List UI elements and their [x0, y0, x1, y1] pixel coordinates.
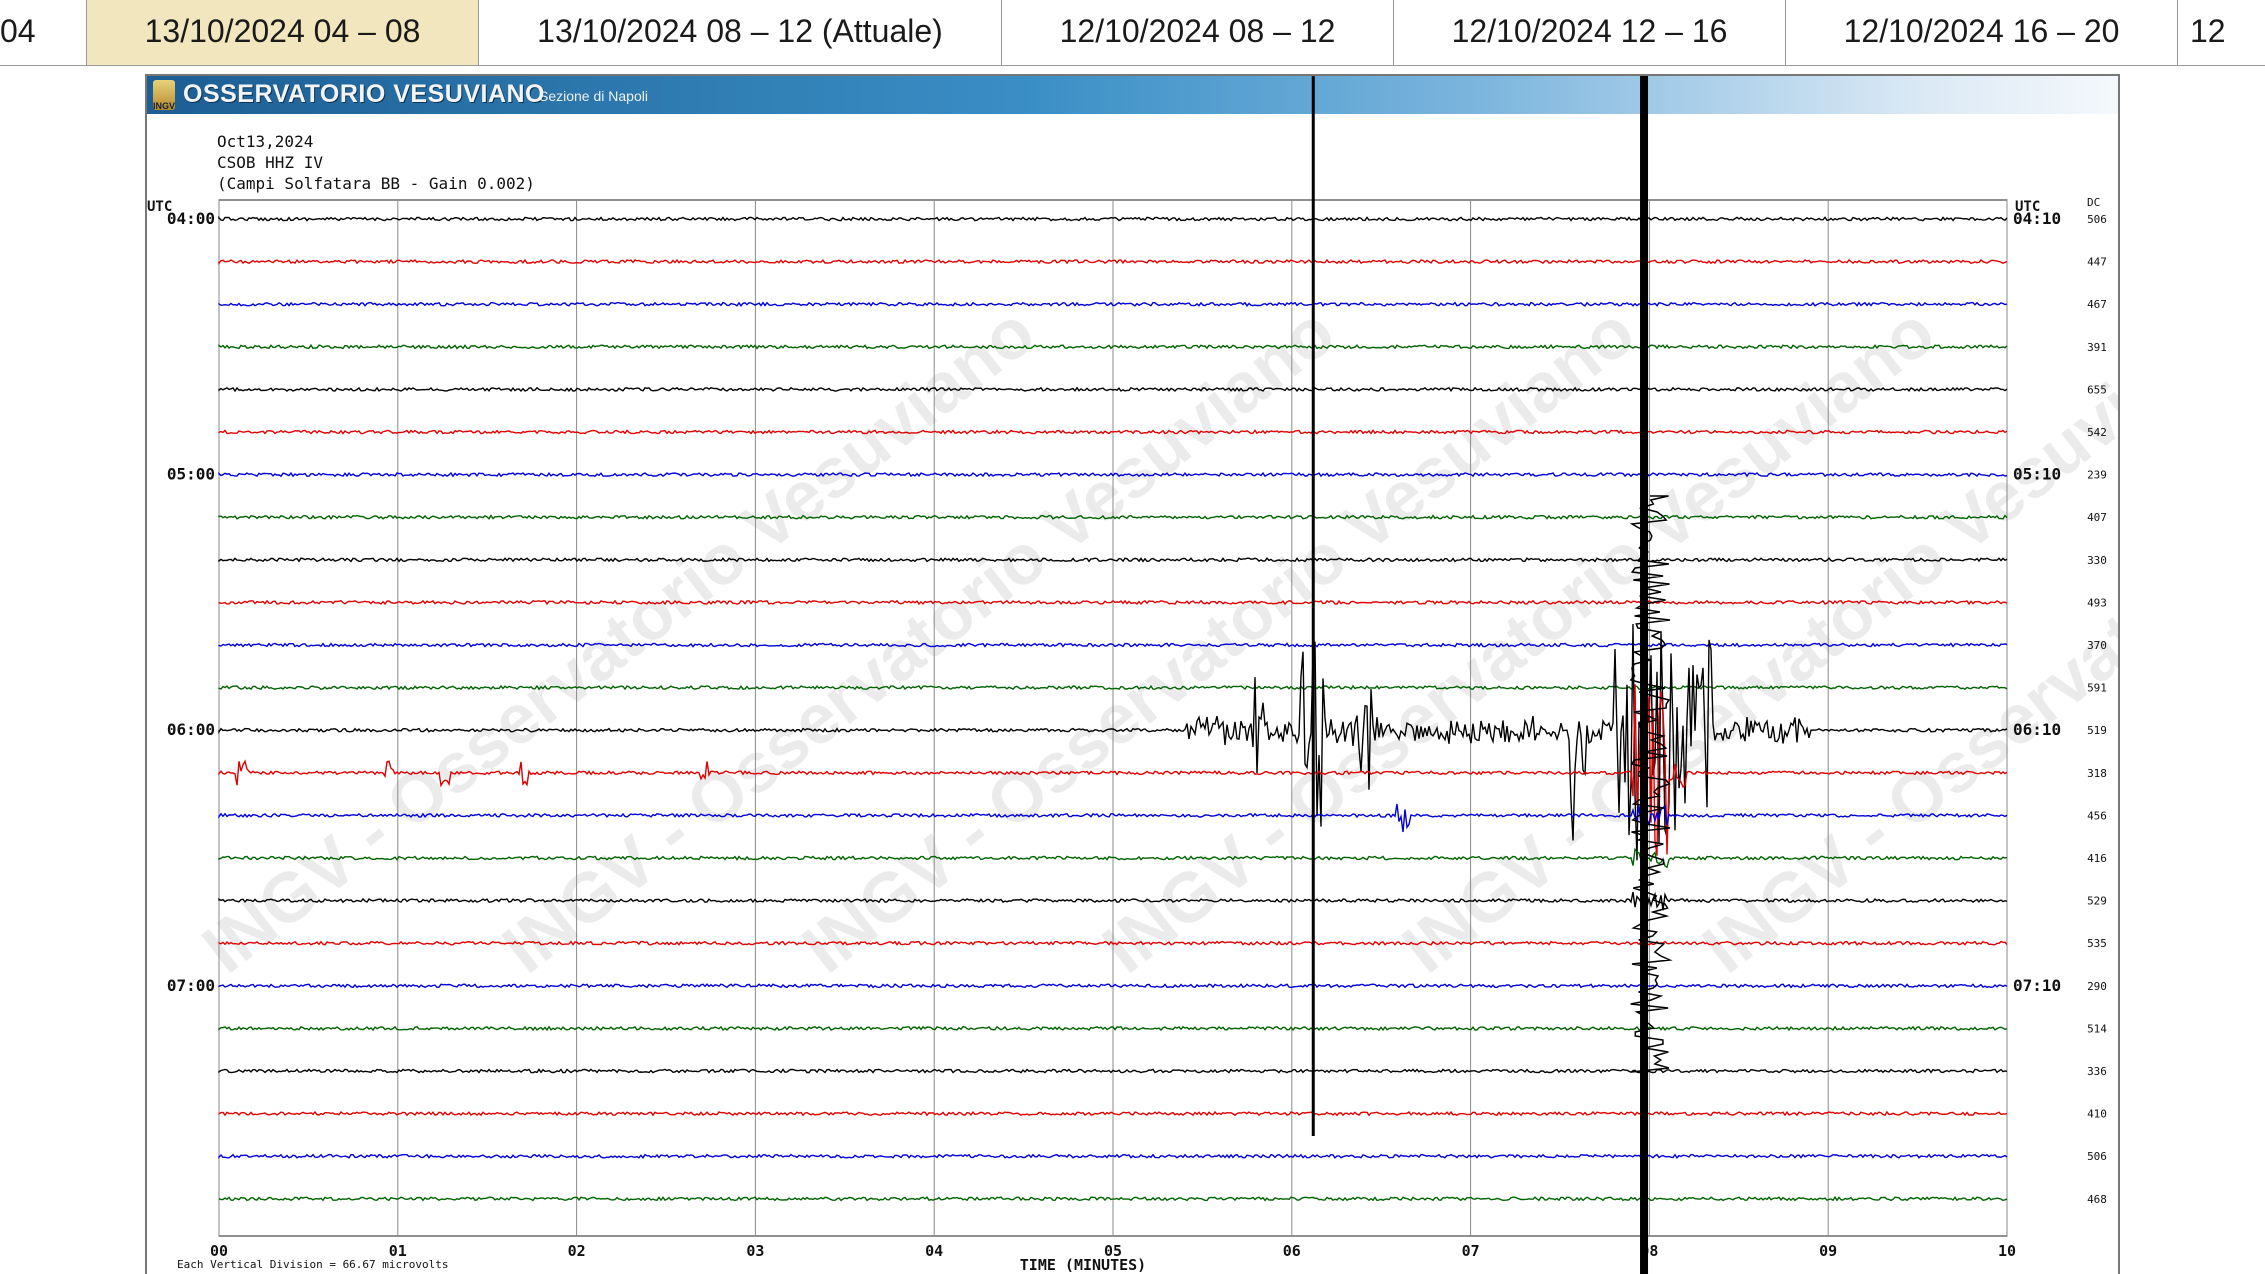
minute-tick-label: 06 [1283, 1242, 1301, 1260]
right-time-label: 05:10 [2013, 465, 2061, 484]
seismic-trace [218, 684, 2008, 856]
minute-tick-label: 01 [389, 1242, 407, 1260]
seismic-trace [218, 599, 2008, 606]
dc-value: 535 [2087, 937, 2107, 950]
dc-value: 493 [2087, 596, 2107, 609]
seismic-trace [218, 1110, 2008, 1117]
dc-value: 529 [2087, 895, 2107, 908]
minute-tick-label: 09 [1819, 1242, 1837, 1260]
minute-tick-label: 10 [1998, 1242, 2016, 1260]
dc-value: 330 [2087, 554, 2107, 567]
tab-12-10-08-12[interactable]: 12/10/2024 08 – 12 [1002, 0, 1394, 65]
left-time-label: 06:00 [167, 720, 215, 739]
watermark-text: INGV - Osservatorio Vesuviano [1688, 292, 2120, 988]
seismic-trace [218, 471, 2008, 478]
dc-value: 542 [2087, 426, 2107, 439]
tab-partial-left[interactable]: 04 [0, 0, 87, 65]
ingv-logo-icon: INGV [153, 80, 175, 111]
seismic-trace [218, 847, 2008, 869]
banner-subtitle: Sezione di Napoli [539, 88, 648, 104]
dc-value: 519 [2087, 724, 2107, 737]
seismic-trace [218, 215, 2008, 222]
seismic-trace [218, 940, 2008, 946]
station-site: (Campi Solfatara BB - Gain 0.002) [217, 174, 535, 193]
dc-value: 336 [2087, 1065, 2107, 1078]
right-time-label: 04:10 [2013, 209, 2061, 228]
footer-note: Each Vertical Division = 66.67 microvolt… [177, 1258, 449, 1271]
dc-value: 506 [2087, 213, 2107, 226]
left-time-label: 07:00 [167, 976, 215, 995]
dc-value: 410 [2087, 1108, 2107, 1121]
banner-title: OSSERVATORIO VESUVIANO [183, 80, 546, 108]
dc-value: 318 [2087, 767, 2107, 780]
tab-13-10-08-12-current[interactable]: 13/10/2024 08 – 12 (Attuale) [479, 0, 1002, 65]
x-axis-label: TIME (MINUTES) [1020, 1256, 1146, 1274]
tab-partial-right[interactable]: 12 [2190, 13, 2226, 49]
seismic-trace [218, 803, 2008, 833]
seismic-trace [218, 557, 2008, 563]
minute-tick-label: 07 [1462, 1242, 1480, 1260]
seismic-trace [218, 623, 2008, 861]
dc-value: 467 [2087, 298, 2107, 311]
seismic-trace [218, 1068, 2008, 1074]
seismic-trace [218, 386, 2008, 393]
seismic-trace [218, 1025, 2008, 1032]
tab-13-10-04-08[interactable]: 13/10/2024 04 – 08 [87, 0, 479, 65]
right-axis-label: UTC [2015, 199, 2040, 215]
left-axis-label: UTC [147, 199, 172, 215]
seismic-trace [218, 1195, 2008, 1202]
seismic-trace [218, 343, 2008, 350]
dc-value: 447 [2087, 256, 2107, 269]
dc-value: 468 [2087, 1193, 2107, 1206]
event-coda [1629, 495, 1673, 1073]
dc-value: 456 [2087, 809, 2107, 822]
minute-tick-label: 05 [1104, 1242, 1122, 1260]
tab-12-10-16-20[interactable]: 12/10/2024 16 – 20 [1786, 0, 2178, 65]
dc-value: 391 [2087, 341, 2107, 354]
seismic-trace [218, 983, 2008, 989]
record-date: Oct13,2024 [217, 132, 314, 151]
dc-value: 591 [2087, 682, 2107, 695]
dc-value: 655 [2087, 383, 2107, 396]
event-spike [1640, 76, 1649, 1274]
dc-label: DC [2087, 196, 2100, 209]
dc-value: 407 [2087, 511, 2107, 524]
left-time-label: 04:00 [167, 209, 215, 228]
tab-12-10-12-16[interactable]: 12/10/2024 12 – 16 [1394, 0, 1786, 65]
tab-bar: 04 13/10/2024 04 – 08 13/10/2024 08 – 12… [0, 0, 2265, 66]
seismic-trace [218, 258, 2008, 265]
observatory-banner: INGV OSSERVATORIO VESUVIANO Sezione di N… [147, 76, 2118, 114]
dc-value: 370 [2087, 639, 2107, 652]
seismic-trace [218, 514, 2008, 521]
right-time-label: 07:10 [2013, 976, 2061, 995]
minute-tick-label: 03 [746, 1242, 764, 1260]
dc-value: 290 [2087, 980, 2107, 993]
minute-tick-label: 02 [568, 1242, 586, 1260]
dc-value: 514 [2087, 1022, 2107, 1035]
seismic-trace [218, 1153, 2008, 1160]
dc-value: 416 [2087, 852, 2107, 865]
station-code: CSOB HHZ IV [217, 153, 323, 172]
minute-tick-label: 04 [925, 1242, 943, 1260]
seismogram-panel: INGV OSSERVATORIO VESUVIANO Sezione di N… [145, 74, 2120, 1274]
right-time-label: 06:10 [2013, 720, 2061, 739]
seismic-trace [218, 891, 2008, 911]
seismic-trace [218, 301, 2008, 307]
dc-value: 239 [2087, 469, 2107, 482]
seismic-trace [218, 429, 2008, 435]
left-time-label: 05:00 [167, 465, 215, 484]
minute-tick-label: 00 [210, 1242, 228, 1260]
dc-value: 506 [2087, 1150, 2107, 1163]
